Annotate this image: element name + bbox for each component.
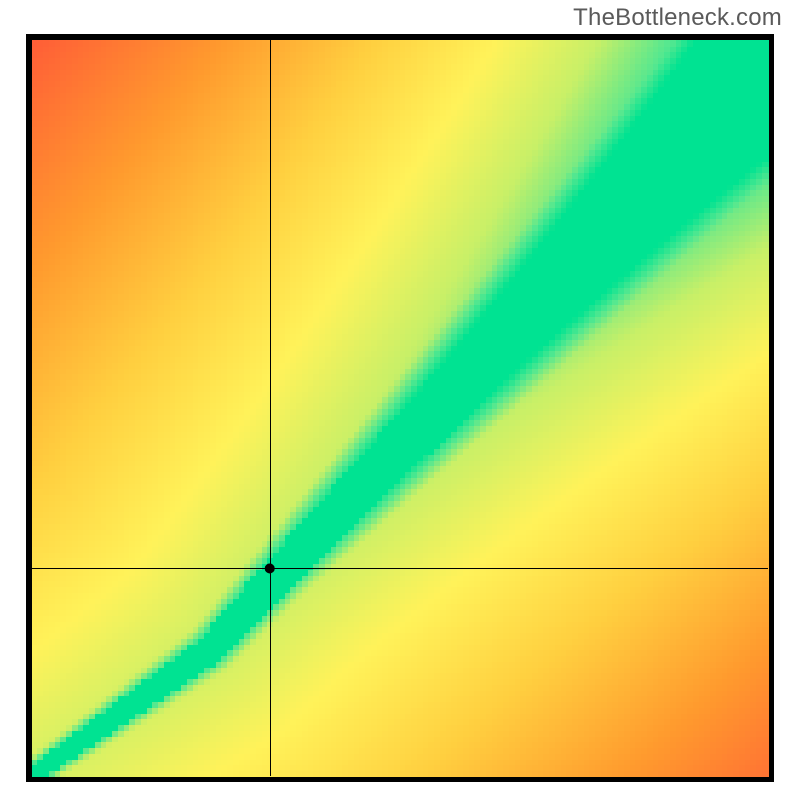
chart-container: TheBottleneck.com	[0, 0, 800, 800]
bottleneck-heatmap	[26, 34, 774, 782]
page-watermark: TheBottleneck.com	[573, 4, 782, 32]
